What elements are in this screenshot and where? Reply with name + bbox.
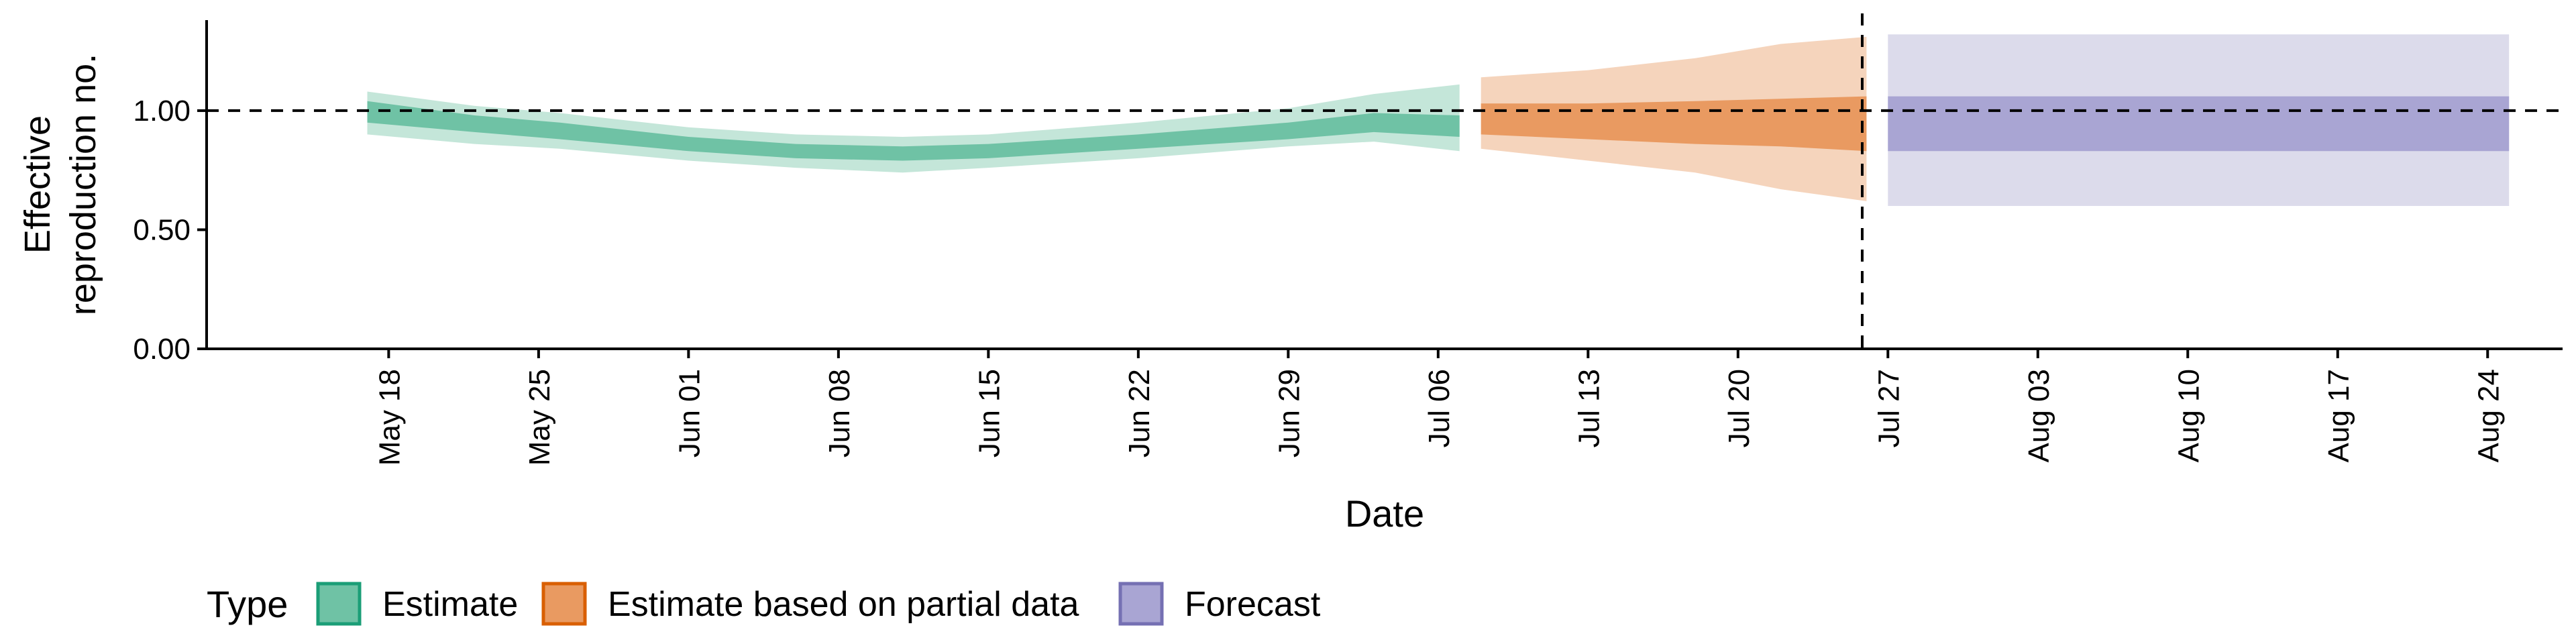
x-tick-label: May 18	[373, 369, 406, 466]
x-tick-label: Aug 17	[2322, 369, 2355, 462]
band-50-estimate	[367, 101, 1460, 161]
x-tick-label: Aug 10	[2172, 369, 2205, 462]
y-axis-title-line-1: Effective	[17, 115, 58, 254]
x-tick-label: Jul 13	[1572, 369, 1605, 447]
uncertainty-bands	[367, 34, 2510, 206]
band-50-forecast	[1888, 96, 2510, 152]
x-tick-label: Jun 29	[1273, 369, 1305, 458]
x-tick-label: Jun 15	[973, 369, 1006, 458]
y-ticks: 0.00 0.50 1.00	[133, 95, 207, 366]
legend-label-forecast: Forecast	[1185, 585, 1321, 624]
band-50-estimate-based-on-partial-data	[1481, 96, 1867, 152]
legend-label-estimate: Estimate	[382, 585, 518, 624]
x-tick-label: May 25	[523, 369, 556, 466]
x-tick-label: Jun 22	[1123, 369, 1156, 458]
x-tick-label: Aug 24	[2472, 369, 2505, 462]
x-tick-label: Jul 20	[1723, 369, 1756, 447]
legend-title: Type	[207, 583, 288, 625]
x-tick-label: Jul 06	[1423, 369, 1456, 447]
x-tick-label: Jul 27	[1872, 369, 1905, 447]
x-tick-label: Jun 08	[823, 369, 856, 458]
legend-label-estimate-based-on-partial-data: Estimate based on partial data	[608, 585, 1079, 624]
x-tick-label: Aug 03	[2023, 369, 2055, 462]
x-ticks: May 18 May 25 Jun 01 Jun 08 Jun 15 Jun 22 Jun …	[373, 349, 2505, 466]
legend-key-forecast	[1118, 582, 1164, 626]
y-tick-label: 1.00	[133, 95, 191, 127]
y-tick-label: 0.00	[133, 333, 191, 366]
legend: Type Estimate Estimate based on partial d…	[207, 582, 1321, 626]
x-tick-label: Jun 01	[673, 369, 706, 458]
y-axis-title-line-2: reproduction no.	[63, 54, 103, 315]
legend-key-estimate-based-on-partial-data	[541, 582, 587, 626]
x-axis-title: Date	[1345, 492, 1424, 535]
band-90-estimate	[367, 84, 1460, 173]
legend-key-estimate	[316, 582, 362, 626]
y-tick-label: 0.50	[133, 213, 191, 246]
